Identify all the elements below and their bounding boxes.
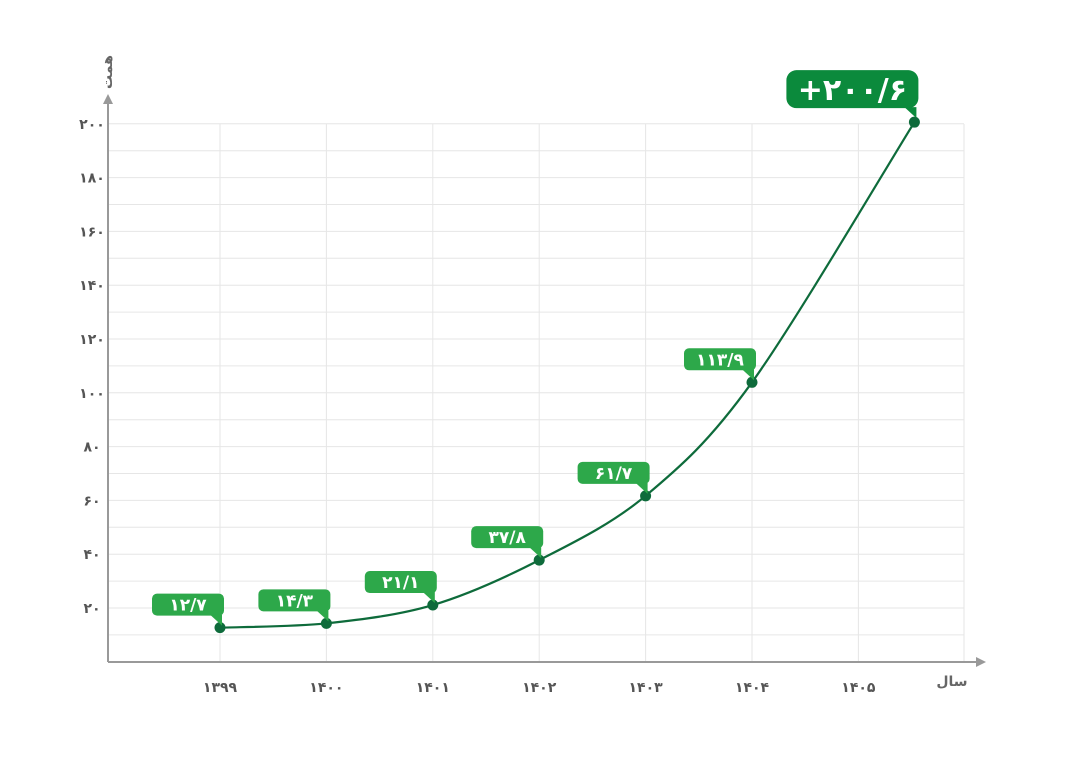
y-tick-label: ۲۰ [83,601,100,617]
data-label-text: ۲۱/۱ [382,573,419,593]
data-label-text: +۲۰۰/۶ [798,73,907,108]
y-tick-label: ۴۰ [83,547,100,563]
data-label: ۳۷/۸ [471,526,544,559]
data-label-tail [422,592,435,604]
data-label-tail [210,614,222,626]
data-label: ۱۲/۷ [152,593,224,626]
data-label: ۲۱/۱ [364,571,437,604]
data-label-bubble [258,589,331,612]
data-label-bubble [577,461,650,484]
y-tick-label: ۱۰۰ [79,386,105,402]
data-label-text: ۱۱۳/۹ [696,350,744,370]
data-labels: ۱۲/۷ ۱۴/۳ ۲۱/۱ ۳۷/۸ ۶۱/۷ ۱۱۳/۹ +۲۰۰/۶ [152,70,919,626]
data-label-tail [529,547,542,559]
data-label: +۲۰۰/۶ [786,70,919,119]
y-tick-label: ۱۶۰ [79,224,105,240]
data-label-tail [635,482,648,494]
data-label: ۱۱۳/۹ [684,348,756,381]
x-tick-label: ۱۴۰۰ [309,680,343,696]
data-label-tail [904,107,917,119]
data-label-bubble [684,348,756,371]
data-label-text: ۳۷/۸ [489,528,527,548]
y-tick-label: ۲۰۰ [79,117,105,133]
data-label: ۶۱/۷ [577,461,650,494]
x-axis-title: سال [936,674,967,690]
x-tick-label: ۱۴۰۲ [522,680,557,696]
data-point [533,554,545,566]
y-axis-ticks: ۲۰ ۴۰ ۶۰ ۸۰ ۱۰۰ ۱۲۰ ۱۴۰ ۱۶۰ ۱۸۰ ۲۰۰ [79,117,105,617]
x-tick-label: ۱۳۹۹ [203,680,238,696]
y-tick-label: ۶۰ [83,493,100,509]
data-point [427,599,439,611]
data-point [746,376,758,388]
x-axis-ticks: ۱۳۹۹ ۱۴۰۰ ۱۴۰۱ ۱۴۰۲ ۱۴۰۳ ۱۴۰۴ ۱۴۰۵ [203,680,876,696]
data-label-text: ۱۲/۷ [169,596,207,616]
data-label-bubble [786,70,919,109]
y-tick-label: ۱۴۰ [79,278,105,294]
x-tick-label: ۱۴۰۴ [735,680,770,696]
x-tick-label: ۱۴۰۳ [629,680,664,696]
y-axis-title: همت [100,55,116,89]
data-label-text: ۶۱/۷ [595,464,633,484]
data-label-bubble [364,571,437,594]
x-tick-label: ۱۴۰۵ [841,680,876,696]
y-tick-label: ۱۲۰ [79,332,105,348]
data-label-tail [316,610,329,622]
data-point [640,490,652,502]
y-tick-label: ۱۸۰ [79,171,105,187]
series-line [214,116,920,634]
data-point [214,622,226,634]
y-axis-arrow [103,94,113,104]
data-label-bubble [471,526,544,549]
y-tick-label: ۸۰ [83,440,100,456]
data-label: ۱۴/۳ [258,589,331,622]
data-label-bubble [152,593,224,616]
data-point [320,617,332,629]
data-label-tail [742,369,754,381]
axes [103,94,986,667]
data-label-text: ۱۴/۳ [276,591,314,611]
x-tick-label: ۱۴۰۱ [416,680,450,696]
x-axis-arrow [976,657,986,667]
data-point [908,116,920,128]
grid [108,123,965,662]
series-path [219,121,916,629]
